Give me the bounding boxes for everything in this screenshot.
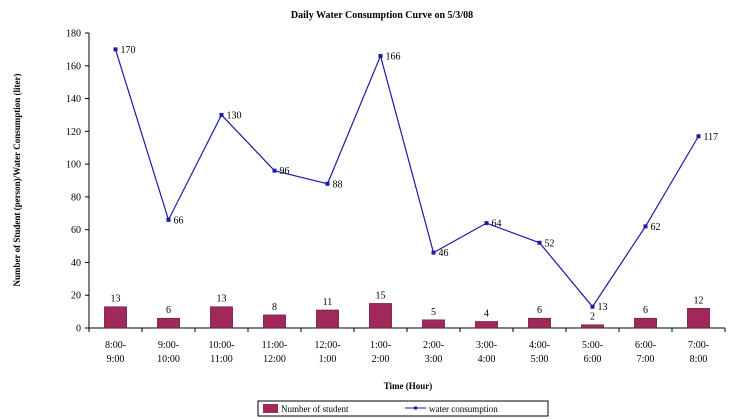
legend-label-students: Number of student — [281, 404, 349, 414]
bar-data-label: 6 — [166, 305, 171, 316]
x-tick-label-line1: 1:00- — [370, 340, 391, 351]
line-data-label: 88 — [333, 179, 343, 190]
line-data-label: 62 — [651, 222, 661, 233]
x-tick-label-line2: 1:00 — [319, 354, 337, 365]
x-tick-label-line2: 12:00 — [263, 354, 286, 365]
y-tick-label: 20 — [71, 291, 81, 302]
bar — [528, 317, 551, 329]
line-point — [378, 53, 383, 58]
bar-data-label: 6 — [537, 305, 542, 316]
legend: Number of student water consumption — [257, 400, 549, 417]
bar — [210, 306, 233, 329]
bar-data-label: 2 — [590, 312, 595, 323]
line-point — [219, 112, 224, 117]
plot-area: 0 20 40 60 80 100 120 140 160 180 8:00- 9:00 9:00- 10… — [66, 29, 726, 365]
x-tick-label-line2: 3:00 — [425, 354, 443, 365]
line-point — [325, 181, 330, 186]
bar — [634, 317, 657, 329]
line-data-label: 64 — [492, 219, 502, 230]
x-tick-label-line2: 9:00 — [107, 354, 125, 365]
bar — [422, 319, 445, 329]
y-tick-label: 0 — [76, 324, 81, 335]
legend-label-water: water consumption — [429, 404, 498, 414]
x-tick-label-line1: 6:00- — [635, 340, 656, 351]
x-tick-label-line2: 6:00 — [584, 354, 602, 365]
legend-box — [257, 400, 549, 417]
x-tick-label-line1: 12:00- — [314, 340, 340, 351]
bar — [475, 321, 498, 329]
x-tick-label-line1: 8:00- — [105, 340, 126, 351]
x-tick-label-line1: 4:00- — [529, 340, 550, 351]
line-data-label: 66 — [174, 215, 184, 226]
x-tick-label-line2: 8:00 — [690, 354, 708, 365]
bar — [316, 309, 339, 329]
bar-data-label: 11 — [323, 297, 333, 308]
x-tick-label-line1: 9:00- — [158, 340, 179, 351]
bar — [687, 308, 710, 329]
bar — [581, 324, 604, 329]
x-tick-label-line1: 11:00- — [262, 340, 288, 351]
y-tick-label: 140 — [66, 94, 81, 105]
x-tick-label-line2: 7:00 — [637, 354, 655, 365]
line-point — [537, 240, 542, 245]
line-point — [431, 250, 436, 255]
line-data-label: 170 — [121, 45, 136, 56]
line-data-label: 52 — [545, 238, 555, 249]
bar-data-label: 13 — [217, 294, 227, 305]
bar-data-label: 6 — [643, 305, 648, 316]
y-tick-label: 100 — [66, 160, 81, 171]
line-point — [643, 224, 648, 229]
line-data-label: 96 — [280, 166, 290, 177]
x-tick-label-line2: 5:00 — [531, 354, 549, 365]
x-tick-label-line2: 4:00 — [478, 354, 496, 365]
y-axis-title: Number of Student (person)/Water Consump… — [12, 74, 22, 287]
line-data-label: 166 — [386, 51, 401, 62]
line-point — [484, 221, 489, 226]
y-tick-label: 40 — [71, 258, 81, 269]
bar-data-label: 12 — [694, 295, 704, 306]
x-tick-label-line2: 11:00 — [210, 354, 232, 365]
y-tick-label: 160 — [66, 61, 81, 72]
bar — [263, 314, 286, 329]
line-point — [696, 134, 701, 139]
x-tick-label-line2: 2:00 — [372, 354, 390, 365]
water-consumption-line — [114, 49, 700, 308]
x-tick-label-line1: 7:00- — [688, 340, 709, 351]
x-tick-label-line1: 10:00- — [208, 340, 234, 351]
y-tick-label: 180 — [66, 29, 81, 40]
y-tick-label: 80 — [71, 192, 81, 203]
legend-swatch-bar — [263, 404, 278, 413]
bar-data-label: 4 — [484, 308, 489, 319]
line-data-label: 13 — [598, 302, 608, 313]
bar — [157, 317, 180, 329]
bar — [369, 303, 392, 329]
line-data-label: 117 — [704, 132, 719, 143]
x-axis-title: Time (Hour) — [384, 381, 433, 391]
line-point — [590, 304, 595, 309]
chart-title: Daily Water Consumption Curve on 5/3/08 — [291, 10, 473, 21]
y-axis-title-group: Number of Student (person)/Water Consump… — [12, 74, 22, 287]
line-point — [113, 47, 118, 52]
line-point — [166, 217, 171, 222]
bar — [104, 306, 127, 329]
x-tick-label-line2: 10:00 — [157, 354, 180, 365]
y-tick-label: 60 — [71, 225, 81, 236]
bar-data-label: 5 — [431, 307, 436, 318]
legend-line-marker — [414, 406, 417, 410]
y-tick-label: 120 — [66, 127, 81, 138]
bar-data-label: 13 — [111, 294, 121, 305]
x-tick-label-line1: 3:00- — [476, 340, 497, 351]
bar-data-label: 15 — [376, 290, 386, 301]
line-point — [272, 168, 277, 173]
line-data-label: 46 — [439, 248, 449, 259]
x-tick-label-line1: 2:00- — [423, 340, 444, 351]
x-tick-label-line1: 5:00- — [582, 340, 603, 351]
line-data-label: 130 — [227, 110, 242, 121]
bar-data-label: 8 — [272, 302, 277, 313]
